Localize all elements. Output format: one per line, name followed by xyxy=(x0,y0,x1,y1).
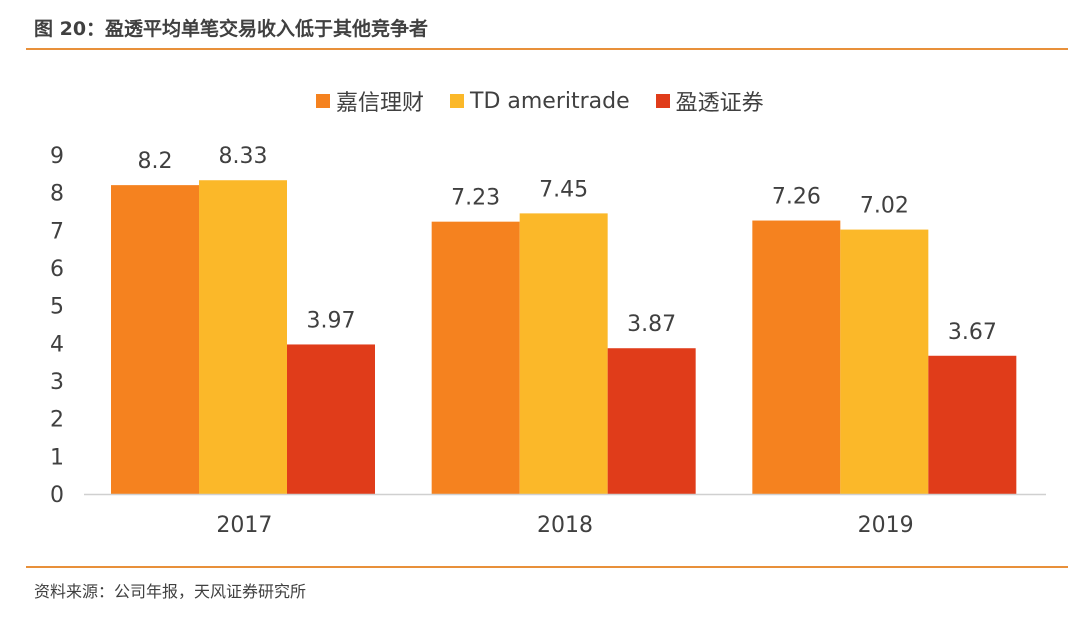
data-label: 8.33 xyxy=(219,144,268,169)
source-note: 资料来源：公司年报，天风证券研究所 xyxy=(34,582,307,601)
y-tick-label: 9 xyxy=(50,144,64,169)
y-tick-label: 6 xyxy=(50,257,64,282)
data-label: 7.26 xyxy=(772,185,821,210)
y-tick-label: 8 xyxy=(50,182,64,207)
legend-swatch-td-ameritrade xyxy=(450,94,465,108)
bar xyxy=(431,221,520,495)
data-label: 3.67 xyxy=(948,320,997,345)
x-tick-label: 2018 xyxy=(537,513,593,538)
data-label: 7.45 xyxy=(539,177,588,202)
y-tick-label: 4 xyxy=(50,332,64,357)
bar xyxy=(840,229,929,494)
bar xyxy=(111,185,199,494)
title-rule xyxy=(26,48,1068,50)
y-tick-label: 3 xyxy=(50,370,64,395)
legend-label-td-ameritrade: TD ameritrade xyxy=(470,88,630,114)
bar xyxy=(199,180,287,494)
legend-item-td-ameritrade: TD ameritrade xyxy=(450,89,630,114)
chart-legend: 嘉信理财 TD ameritrade 盈透证券 xyxy=(316,86,790,116)
data-label: 3.87 xyxy=(627,312,676,337)
bar xyxy=(519,213,608,494)
figure-title: 图 20：盈透平均单笔交易收入低于其他竞争者 xyxy=(34,18,429,40)
legend-label-schwab: 嘉信理财 xyxy=(336,91,425,116)
source-rule xyxy=(26,566,1068,568)
x-tick-label: 2017 xyxy=(216,513,272,538)
legend-item-schwab: 嘉信理财 xyxy=(316,85,424,117)
y-tick-label: 2 xyxy=(50,408,64,433)
bar xyxy=(607,348,696,494)
x-tick-label: 2019 xyxy=(858,513,914,538)
legend-item-interactive-brokers: 盈透证券 xyxy=(655,85,764,117)
data-label: 8.2 xyxy=(138,149,173,174)
y-tick-label: 5 xyxy=(50,295,64,320)
y-tick-label: 1 xyxy=(50,445,64,470)
data-label: 7.23 xyxy=(451,186,500,211)
y-tick-label: 7 xyxy=(50,219,64,244)
bar xyxy=(752,220,841,495)
bar xyxy=(287,344,375,494)
legend-swatch-schwab xyxy=(316,94,330,108)
data-label: 7.02 xyxy=(860,194,909,219)
bar xyxy=(928,355,1017,494)
legend-swatch-interactive-brokers xyxy=(655,94,670,108)
data-label: 3.97 xyxy=(307,308,356,333)
y-tick-label: 0 xyxy=(50,483,64,508)
legend-label-interactive-brokers: 盈透证券 xyxy=(675,91,764,116)
